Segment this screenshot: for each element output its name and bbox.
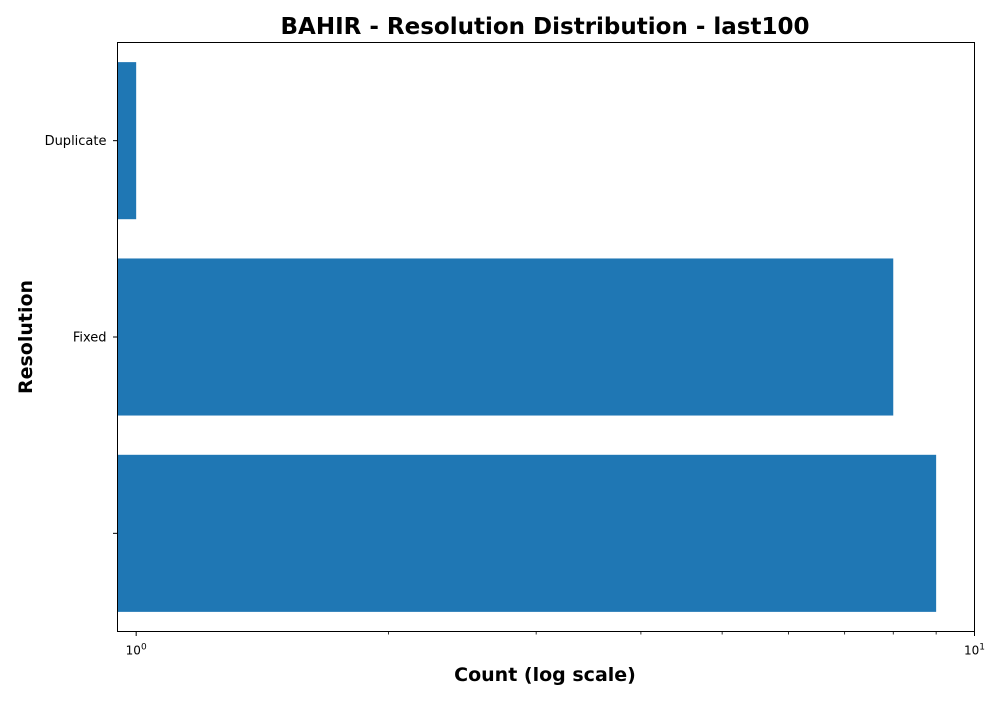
y-axis-label: Resolution — [15, 280, 37, 394]
x-tick-label-base: 10 — [126, 644, 141, 658]
x-axis: 100 101 — [126, 631, 985, 658]
bar — [117, 454, 937, 612]
chart-title: BAHIR - Resolution Distribution - last10… — [281, 14, 810, 40]
x-tick-label: 101 — [964, 643, 985, 658]
bars-layer — [117, 62, 937, 612]
y-axis: Fixed Duplicate — [45, 134, 118, 534]
x-tick-label: 100 — [126, 643, 147, 658]
y-tick-label: Fixed — [73, 331, 107, 346]
x-tick-label-base: 10 — [964, 644, 979, 658]
bar — [117, 258, 894, 416]
x-tick-label-exponent: 1 — [979, 643, 985, 653]
x-tick-label-exponent: 0 — [141, 643, 147, 653]
y-tick-label: Duplicate — [45, 134, 107, 149]
bar — [117, 62, 137, 220]
x-axis-label: Count (log scale) — [454, 664, 636, 686]
